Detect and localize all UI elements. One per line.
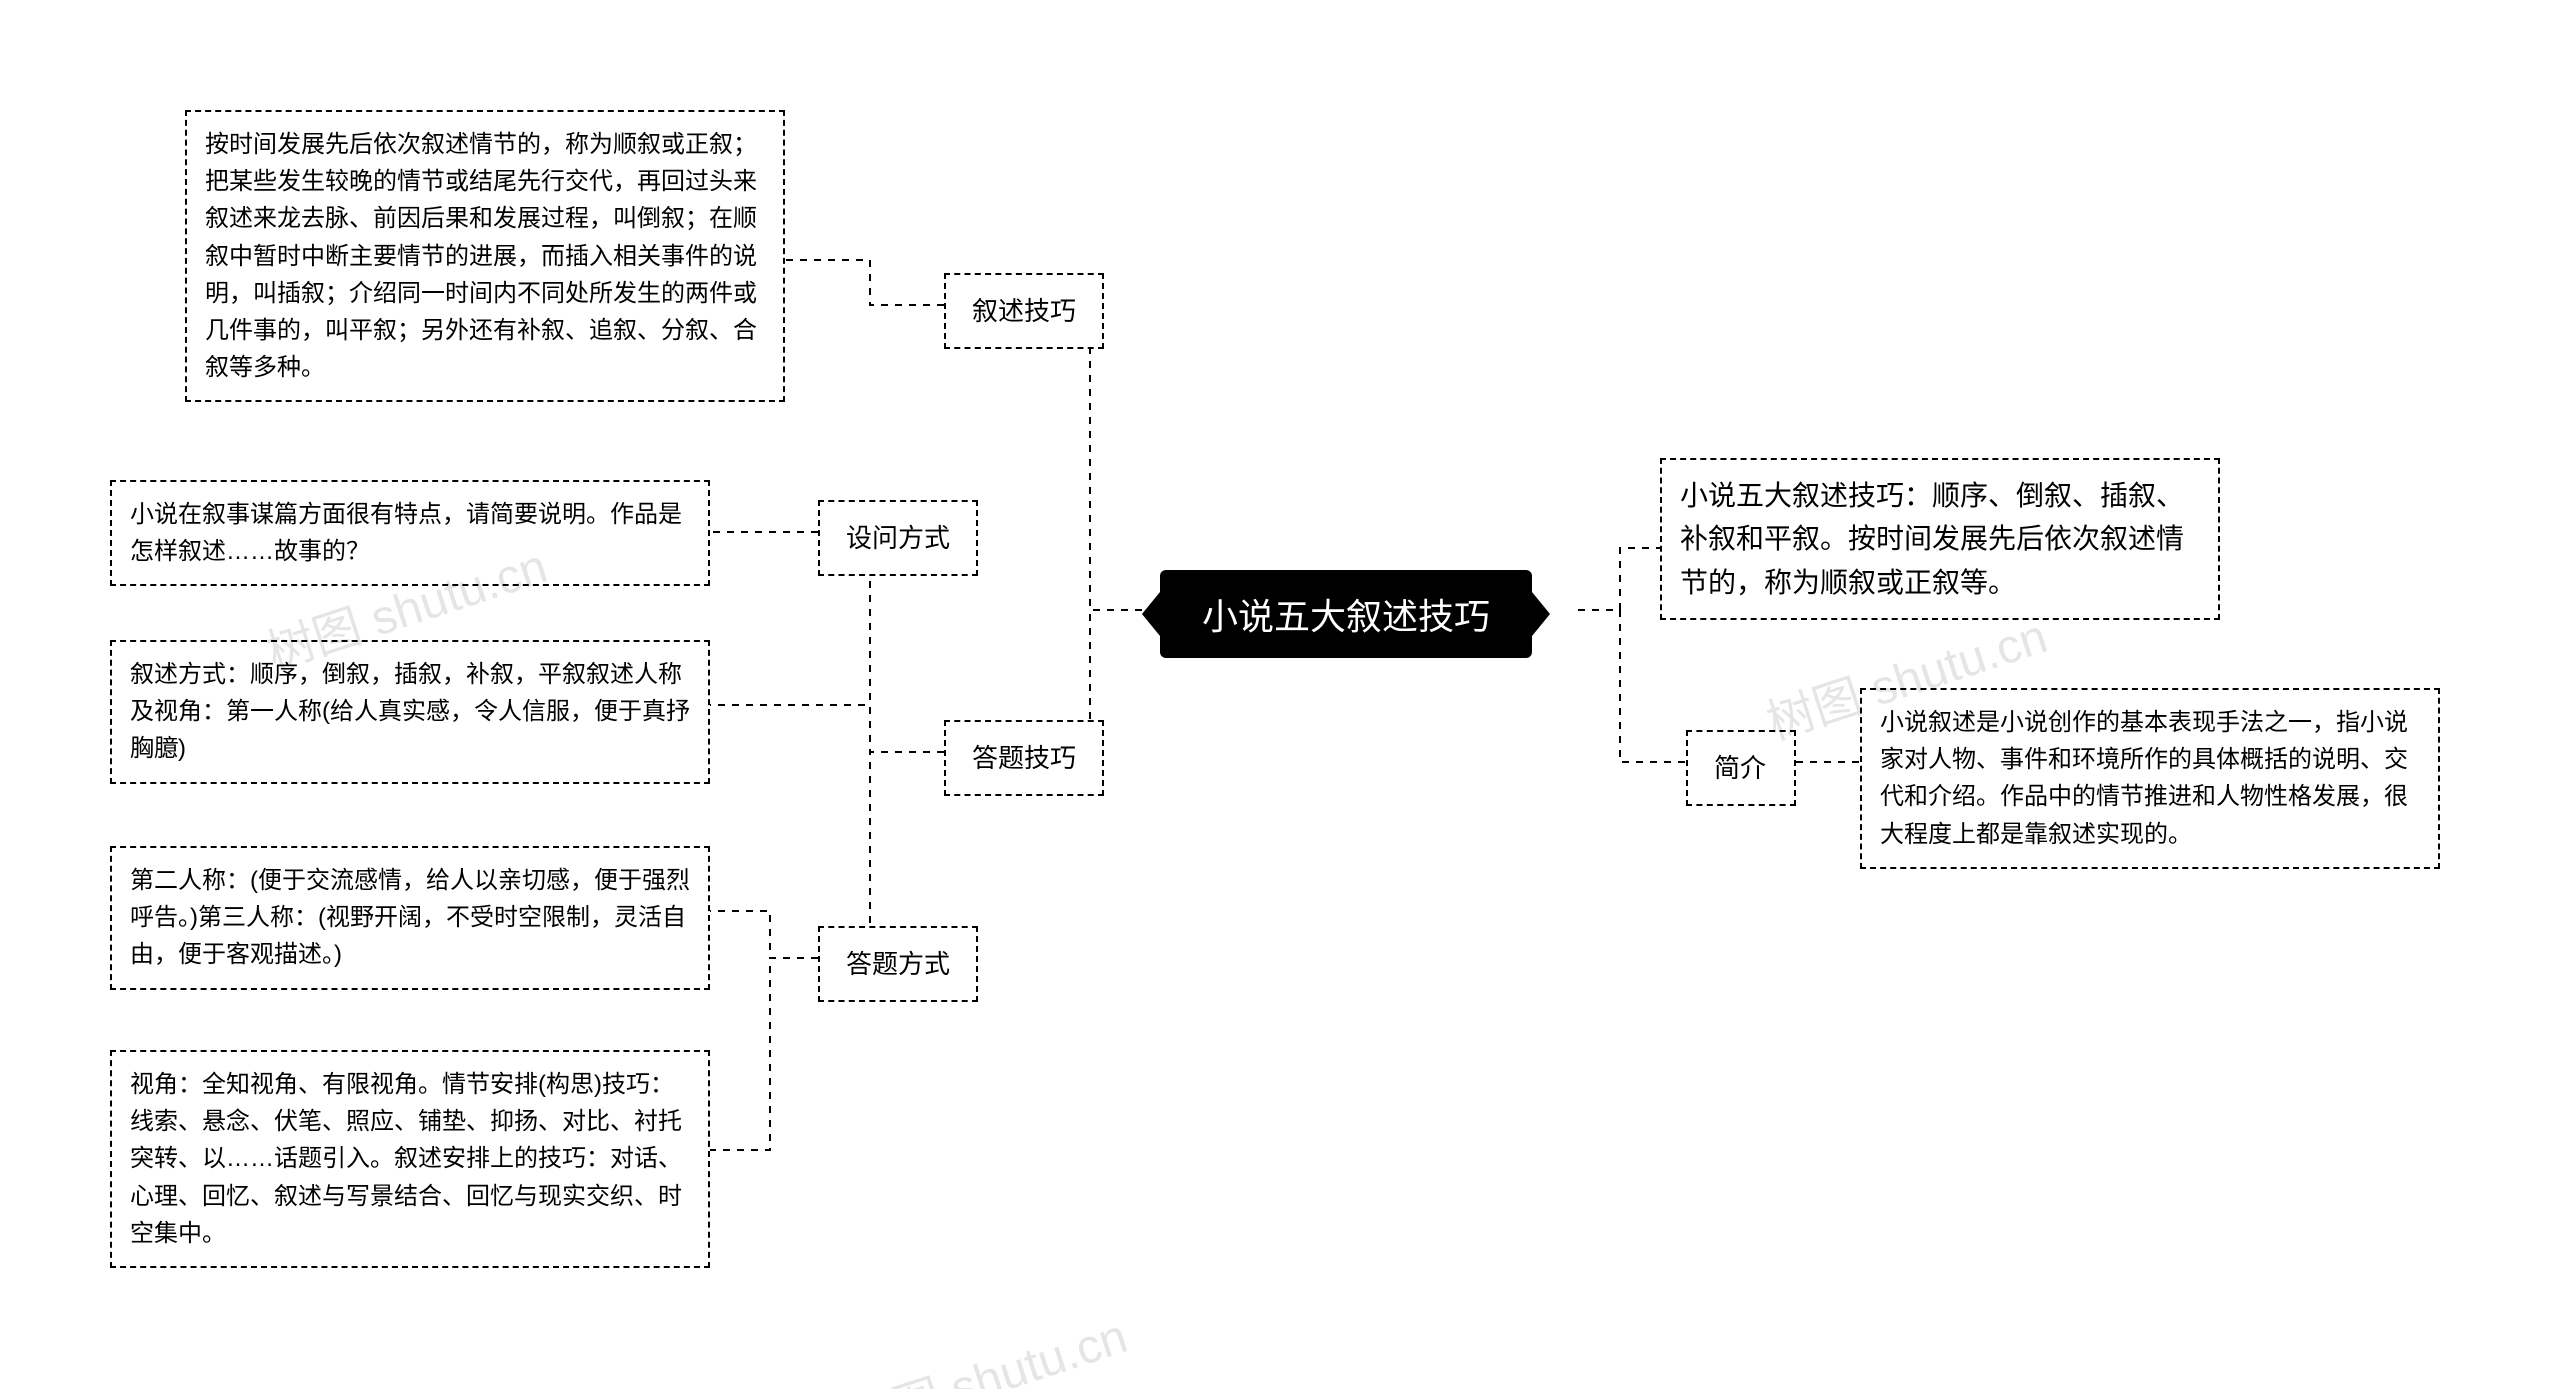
node-leaf-ans1[interactable]: 叙述方式：顺序，倒叙，插叙，补叙，平叙叙述人称及视角：第一人称(给人真实感，令人… <box>110 640 710 784</box>
node-intro-mid[interactable]: 简介 <box>1686 730 1796 806</box>
mindmap-canvas: 小说五大叙述技巧 小说五大叙述技巧：顺序、倒叙、插叙、补叙和平叙。按时间发展先后… <box>0 0 2560 1389</box>
node-leaf-quest[interactable]: 小说在叙事谋篇方面很有特点，请简要说明。作品是怎样叙述……故事的？ <box>110 480 710 586</box>
node-mid-answer[interactable]: 答题技巧 <box>944 720 1104 796</box>
node-mid-method[interactable]: 答题方式 <box>818 926 978 1002</box>
node-leaf-ans3[interactable]: 视角：全知视角、有限视角。情节安排(构思)技巧：线索、悬念、伏笔、照应、铺垫、抑… <box>110 1050 710 1268</box>
node-leaf-ans2[interactable]: 第二人称：(便于交流感情，给人以亲切感，便于强烈呼告。)第三人称：(视野开阔，不… <box>110 846 710 990</box>
node-intro-leaf[interactable]: 小说叙述是小说创作的基本表现手法之一，指小说家对人物、事件和环境所作的具体概括的… <box>1860 688 2440 869</box>
node-mid-quest[interactable]: 设问方式 <box>818 500 978 576</box>
root-node[interactable]: 小说五大叙述技巧 <box>1160 570 1532 658</box>
node-leaf-narr[interactable]: 按时间发展先后依次叙述情节的，称为顺叙或正叙；把某些发生较晚的情节或结尾先行交代… <box>185 110 785 402</box>
node-summary[interactable]: 小说五大叙述技巧：顺序、倒叙、插叙、补叙和平叙。按时间发展先后依次叙述情节的，称… <box>1660 458 2220 620</box>
node-mid-narr[interactable]: 叙述技巧 <box>944 273 1104 349</box>
watermark-3: 树图 shutu.cn <box>836 1297 1134 1389</box>
